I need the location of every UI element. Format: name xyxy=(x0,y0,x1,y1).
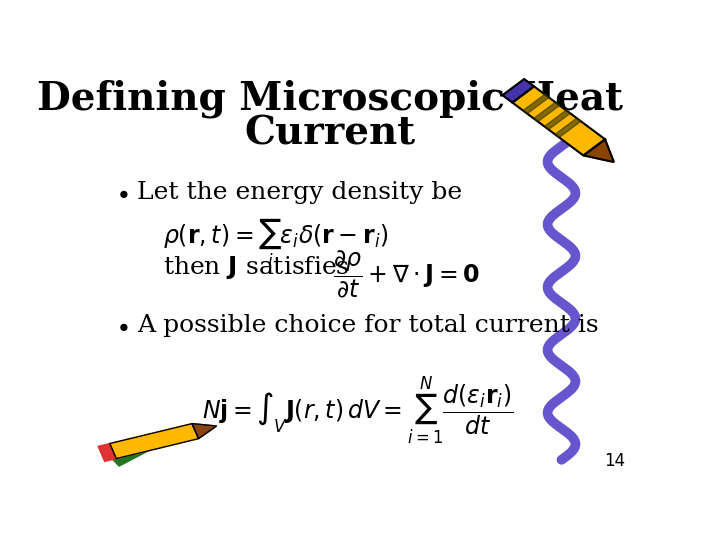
Polygon shape xyxy=(503,79,534,103)
Polygon shape xyxy=(98,443,117,461)
Polygon shape xyxy=(523,94,549,114)
Text: $\bullet$: $\bullet$ xyxy=(115,181,129,205)
Text: $N\mathbf{j} = \int_V \mathbf{J}(r,t)\,dV = \sum_{i=1}^{N} \dfrac{d(\varepsilon_: $N\mathbf{j} = \int_V \mathbf{J}(r,t)\,d… xyxy=(202,375,513,446)
Polygon shape xyxy=(192,423,217,438)
Text: Let the energy density be: Let the energy density be xyxy=(138,181,462,204)
Text: Defining Microscopic Heat: Defining Microscopic Heat xyxy=(37,79,623,118)
Text: 14: 14 xyxy=(605,452,626,470)
Polygon shape xyxy=(534,102,559,122)
Polygon shape xyxy=(544,110,570,130)
Polygon shape xyxy=(109,423,199,458)
Polygon shape xyxy=(583,139,614,162)
Text: $\bullet$: $\bullet$ xyxy=(115,314,129,338)
Text: then $\mathbf{J}$ satisfies: then $\mathbf{J}$ satisfies xyxy=(163,254,349,281)
Text: $\rho(\mathbf{r},t) = \sum_i \varepsilon_i \delta(\mathbf{r} - \mathbf{r}_i)$: $\rho(\mathbf{r},t) = \sum_i \varepsilon… xyxy=(163,217,388,271)
Polygon shape xyxy=(110,433,165,466)
Text: A possible choice for total current is: A possible choice for total current is xyxy=(138,314,599,338)
Text: $\dfrac{\partial \rho}{\partial t} + \nabla \cdot \mathbf{J} = \mathbf{0}$: $\dfrac{\partial \rho}{\partial t} + \na… xyxy=(333,250,480,300)
Polygon shape xyxy=(513,86,605,156)
Text: Current: Current xyxy=(244,114,415,153)
Polygon shape xyxy=(555,118,581,138)
